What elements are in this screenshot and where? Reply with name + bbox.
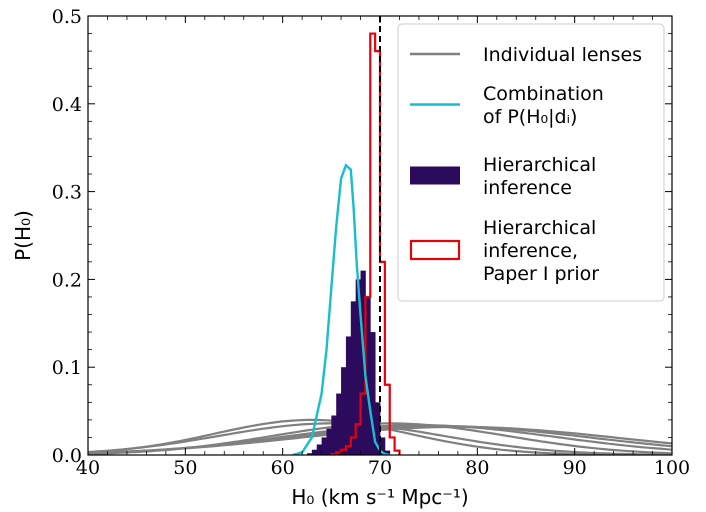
legend-label-hierarchical_prior: Hierarchical [483, 217, 596, 239]
legend-label-hierarchical: Hierarchical [483, 154, 596, 176]
legend-label-combination: of P(H₀|dᵢ) [483, 106, 577, 128]
combination-curve [292, 163, 390, 455]
axes: 40 50 60 70 80 90 100 0.0 0.1 0.2 0.3 0.4 0.5 H₀ (km … [11, 6, 690, 509]
hierarchical-bar [307, 453, 313, 455]
hierarchical-bar [316, 444, 322, 455]
hierarchical-bar [345, 336, 352, 455]
hierarchical-bar [384, 450, 391, 455]
y-tick-label: 0.2 [52, 269, 82, 291]
legend-handle-hierarchical_prior [409, 239, 461, 261]
y-axis-label: P(H₀) [11, 210, 35, 261]
legend-label-hierarchical_prior: inference, [483, 240, 578, 262]
legend-label-combination: Combination [483, 83, 604, 105]
y-tick-label: 0.4 [52, 94, 82, 116]
x-tick-label: 60 [271, 457, 295, 479]
hierarchical-bar [336, 393, 342, 455]
legend-label-hierarchical_prior: Paper I prior [483, 263, 599, 285]
hierarchical-prior-step [330, 32, 401, 455]
hierarchical-bar [380, 437, 386, 455]
x-tick-label: 100 [654, 457, 690, 479]
hierarchical-bar [370, 332, 376, 455]
hierarchical-bar [350, 301, 357, 455]
legend-handle-hierarchical [410, 166, 460, 185]
hierarchical-bar [341, 367, 347, 455]
legend-label-hierarchical: inference [483, 177, 572, 199]
hierarchical-bar [326, 428, 332, 455]
x-axis-label: H₀ (km s⁻¹ Mpc⁻¹) [291, 485, 468, 509]
hierarchical-bar [375, 402, 381, 455]
hierarchical-bar [321, 437, 327, 455]
x-tick-label: 50 [173, 457, 197, 479]
hierarchical-bar [331, 415, 337, 455]
legend-label-individual: Individual lenses [483, 44, 642, 66]
y-tick-label: 0.1 [52, 357, 82, 379]
x-tick-label: 70 [368, 457, 392, 479]
hierarchical-bar [311, 449, 318, 455]
y-tick-label: 0.0 [52, 445, 82, 467]
y-tick-label: 0.3 [52, 182, 82, 204]
hierarchical-bar [355, 279, 361, 455]
hierarchical-bar [365, 296, 371, 455]
x-tick-label: 80 [465, 457, 489, 479]
y-tick-label: 0.5 [52, 6, 82, 28]
legend-box [397, 23, 665, 302]
x-tick-label: 90 [563, 457, 587, 479]
x-tick-label: 40 [76, 457, 100, 479]
